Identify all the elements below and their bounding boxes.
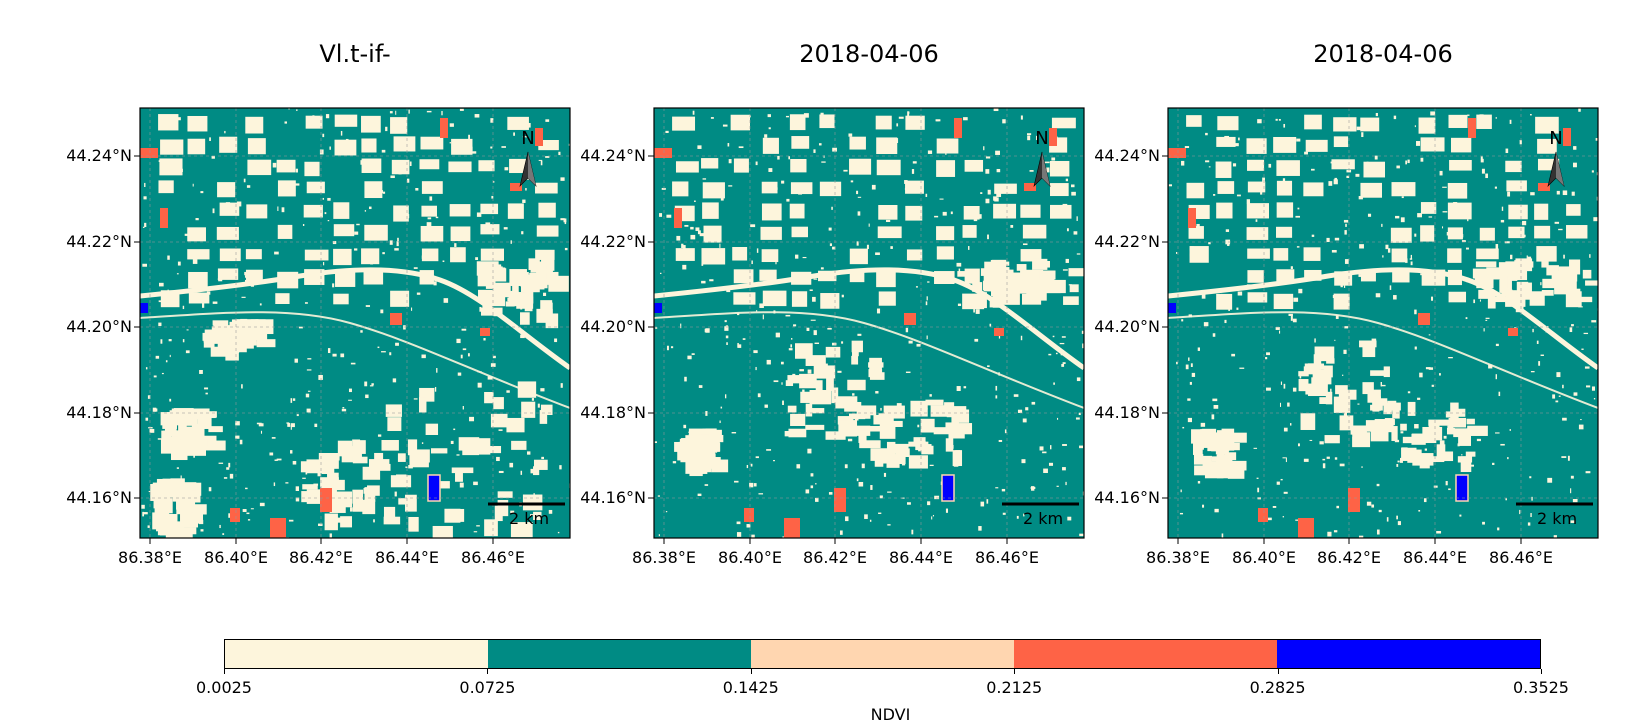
- panel-title-3: 2018-04-06: [1313, 40, 1453, 68]
- colorbar-tick-label: 0.2825: [1249, 678, 1306, 697]
- lat-tick-label: 44.22°N: [66, 232, 132, 251]
- lon-tick-label: 86.40°E: [204, 548, 268, 567]
- lon-tick-label: 86.46°E: [461, 548, 525, 567]
- colorbar-segment-3: [751, 640, 1014, 668]
- lat-tick-label: 44.20°N: [580, 317, 646, 336]
- lat-tick-label: 44.22°N: [580, 232, 646, 251]
- colorbar-segment-2: [488, 640, 751, 668]
- panel-title-1: Vl.t-if-: [319, 40, 391, 68]
- lat-tick-label: 44.16°N: [1094, 488, 1160, 507]
- colorbar-tick: [750, 669, 752, 674]
- lat-tick-label: 44.22°N: [1094, 232, 1160, 251]
- ndvi-raster: [654, 108, 1084, 538]
- colorbar-tick-label: 0.0725: [459, 678, 516, 697]
- scale-bar-label: 2 km: [1537, 509, 1577, 528]
- scale-bar-label: 2 km: [509, 509, 549, 528]
- lon-tick-label: 86.40°E: [1232, 548, 1296, 567]
- scale-bar: 2 km: [1002, 502, 1079, 528]
- lat-tick-label: 44.20°N: [1094, 317, 1160, 336]
- scale-bar: 2 km: [488, 502, 565, 528]
- scale-bar: 2 km: [1516, 502, 1593, 528]
- lon-tick-label: 86.44°E: [889, 548, 953, 567]
- lon-tick-label: 86.38°E: [632, 548, 696, 567]
- colorbar-tick: [1277, 669, 1279, 674]
- colorbar-tick-label: 0.1425: [722, 678, 779, 697]
- colorbar-tick-label: 0.3525: [1513, 678, 1569, 697]
- lon-tick-label: 86.40°E: [718, 548, 782, 567]
- north-arrow-icon: N: [519, 128, 537, 187]
- map-panel-3: N 2 km: [1162, 107, 1599, 544]
- colorbar-segment-5: [1277, 640, 1540, 668]
- ndvi-raster: [1168, 108, 1598, 538]
- colorbar-tick: [1541, 669, 1542, 674]
- colorbar-tick-label: 0.0025: [196, 678, 252, 697]
- colorbar-tick: [1014, 669, 1016, 674]
- lon-tick-label: 86.42°E: [803, 548, 867, 567]
- lat-tick-label: 44.16°N: [580, 488, 646, 507]
- ndvi-colorbar: [224, 639, 1541, 669]
- lon-tick-label: 86.46°E: [1489, 548, 1553, 567]
- colorbar-tick: [224, 669, 225, 674]
- colorbar-segment-4: [1014, 640, 1277, 668]
- lat-tick-label: 44.18°N: [66, 403, 132, 422]
- lon-tick-label: 86.42°E: [289, 548, 353, 567]
- colorbar-segment-1: [225, 640, 488, 668]
- lon-tick-label: 86.38°E: [1146, 548, 1210, 567]
- lat-tick-label: 44.18°N: [1094, 403, 1160, 422]
- lon-tick-label: 86.44°E: [1403, 548, 1467, 567]
- lon-tick-label: 86.42°E: [1317, 548, 1381, 567]
- lon-tick-label: 86.38°E: [118, 548, 182, 567]
- north-arrow-icon: N: [1033, 128, 1051, 187]
- lat-tick-label: 44.24°N: [1094, 146, 1160, 165]
- lat-tick-label: 44.20°N: [66, 317, 132, 336]
- north-arrow-icon: N: [1547, 128, 1565, 187]
- north-arrow-label: N: [1549, 128, 1562, 149]
- colorbar-label: NDVI: [870, 705, 911, 724]
- lat-tick-label: 44.24°N: [66, 146, 132, 165]
- colorbar-tick: [487, 669, 489, 674]
- north-arrow-label: N: [1035, 128, 1048, 149]
- ndvi-raster: [140, 108, 570, 538]
- panel-title-2: 2018-04-06: [799, 40, 939, 68]
- scale-bar-label: 2 km: [1023, 509, 1063, 528]
- map-panel-2: N 2 km: [648, 107, 1085, 544]
- lon-tick-label: 86.44°E: [375, 548, 439, 567]
- lat-tick-label: 44.18°N: [580, 403, 646, 422]
- lon-tick-label: 86.46°E: [975, 548, 1039, 567]
- lat-tick-label: 44.16°N: [66, 488, 132, 507]
- map-panel-1: N 2 km: [134, 107, 571, 544]
- north-arrow-label: N: [521, 128, 534, 149]
- colorbar-tick-label: 0.2125: [986, 678, 1043, 697]
- lat-tick-label: 44.24°N: [580, 146, 646, 165]
